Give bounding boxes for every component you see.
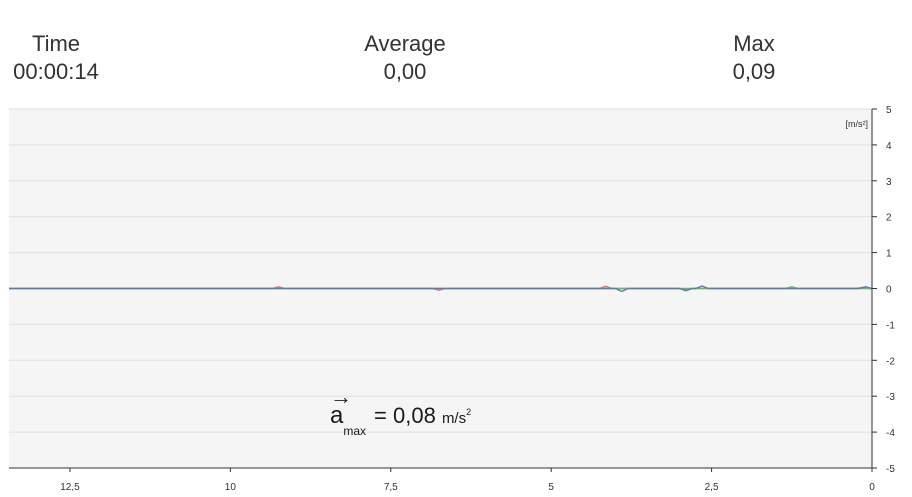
- stat-average: Average 0,00: [335, 30, 475, 86]
- y-tick-label: -1: [886, 320, 895, 331]
- y-axis-unit-label: [m/s²]: [846, 119, 869, 129]
- stat-max: Max 0,09: [700, 30, 808, 86]
- x-tick-label: 5: [548, 482, 554, 493]
- y-tick-label: -4: [886, 428, 895, 439]
- x-tick-label: 12,5: [60, 482, 80, 493]
- series-lines: [9, 285, 873, 293]
- amax-subscript: max: [343, 424, 367, 438]
- stat-max-label: Max: [733, 31, 775, 56]
- amax-unit: m/s2: [441, 407, 472, 427]
- x-tick-label: 10: [225, 482, 237, 493]
- y-tick-label: 2: [886, 213, 892, 224]
- series-line: [9, 285, 873, 293]
- stat-time-value: 00:00:14: [13, 59, 99, 84]
- y-tick-label: 5: [886, 105, 892, 116]
- y-tick-label: -5: [886, 464, 895, 475]
- amax-readout: → a max = 0,08 m/s2: [330, 384, 472, 438]
- amax-unit-base: m/s: [441, 410, 467, 427]
- x-tick-label: 0: [869, 482, 875, 493]
- y-tick-label: -3: [886, 392, 895, 403]
- y-tick-label: 0: [886, 285, 892, 296]
- vector-arrow-icon: →: [330, 384, 352, 409]
- amax-unit-exponent: 2: [466, 407, 472, 417]
- amax-symbol: → a: [330, 384, 352, 430]
- stat-average-label: Average: [364, 31, 446, 56]
- y-tick-label: 4: [886, 141, 892, 152]
- stat-average-value: 0,00: [383, 59, 427, 84]
- y-tick-label: 3: [886, 177, 892, 188]
- y-tick-label: 1: [886, 249, 892, 260]
- amax-letter: a: [330, 402, 344, 429]
- amax-value: = 0,08: [374, 403, 436, 428]
- stat-max-value: 0,09: [732, 59, 776, 84]
- y-tick-label: -2: [886, 356, 895, 367]
- x-tick-label: 2,5: [705, 482, 719, 493]
- x-tick-label: 7,5: [384, 482, 398, 493]
- stat-time-label: Time: [31, 31, 81, 56]
- stat-time: Time 00:00:14: [0, 30, 112, 86]
